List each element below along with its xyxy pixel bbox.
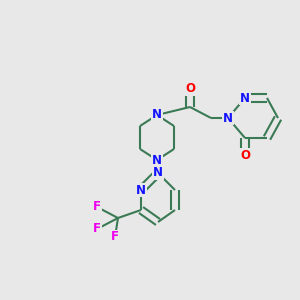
Text: N: N [152, 109, 162, 122]
Text: F: F [111, 230, 119, 244]
Text: N: N [240, 92, 250, 104]
Text: N: N [223, 112, 233, 124]
Text: N: N [152, 154, 162, 166]
Text: N: N [153, 167, 163, 179]
Text: N: N [136, 184, 146, 196]
Text: F: F [93, 200, 101, 214]
Text: O: O [240, 148, 250, 161]
Text: O: O [185, 82, 195, 95]
Text: F: F [93, 223, 101, 236]
